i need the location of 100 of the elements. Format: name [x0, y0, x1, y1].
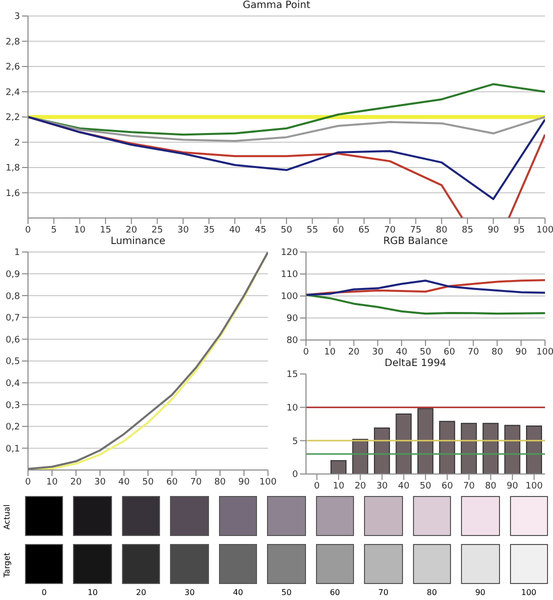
- y-tick-label: 0,7: [6, 314, 20, 324]
- y-tick-label: 120: [280, 248, 298, 258]
- y-tick-label: 3: [14, 12, 20, 22]
- bar: [330, 460, 346, 474]
- x-tick-label: 40: [232, 588, 244, 597]
- y-tick-label: 2,8: [6, 37, 20, 48]
- x-tick-label: 10: [332, 481, 345, 492]
- x-tick-label: 60: [328, 588, 342, 597]
- x-tick-label: 90: [515, 347, 528, 358]
- y-tick-label: Actual: [2, 504, 12, 530]
- x-tick-label: 80: [426, 588, 438, 597]
- x-tick-label: 40: [118, 477, 130, 488]
- x-tick-label: 20: [348, 347, 360, 358]
- chart-title: DeltaE 1994: [384, 358, 448, 370]
- x-tick-label: 20: [354, 481, 366, 492]
- bar: [352, 438, 368, 474]
- x-tick-label: 25: [152, 225, 163, 236]
- x-tick-label: 10: [46, 477, 58, 488]
- x-tick-label: 15: [100, 225, 112, 236]
- x-tick-label: 90: [238, 477, 250, 488]
- x-tick-label: 95: [513, 225, 525, 236]
- y-tick-label: 0,9: [6, 270, 20, 280]
- x-tick-label: 30: [376, 481, 388, 492]
- x-tick-label: 75: [410, 225, 422, 236]
- x-tick-label: 80: [214, 477, 226, 488]
- y-tick-label: 1: [14, 248, 20, 258]
- x-tick-label: 60: [444, 347, 456, 358]
- x-tick-label: 10: [324, 347, 336, 358]
- y-tick-label: 10: [286, 404, 298, 414]
- line-series: [28, 116, 545, 200]
- x-tick-label: 50: [142, 477, 154, 488]
- x-tick-label: 70: [468, 347, 480, 358]
- y-tick-label: 90: [286, 314, 298, 324]
- x-tick-label: 20: [126, 225, 138, 236]
- y-tick-label: 15: [286, 370, 298, 380]
- x-tick-label: 10: [86, 588, 99, 597]
- x-tick-label: 100: [526, 481, 543, 492]
- line-series: [28, 116, 545, 142]
- x-tick-label: 70: [384, 225, 396, 236]
- x-tick-label: 70: [190, 477, 202, 488]
- x-tick-label: 90: [488, 225, 500, 236]
- y-tick-label: 0,1: [6, 444, 20, 454]
- y-tick-label: 2,4: [6, 88, 20, 98]
- x-tick-label: 80: [436, 225, 448, 236]
- x-tick-label: 90: [474, 588, 486, 597]
- x-tick-label: 10: [74, 225, 86, 236]
- bar: [396, 414, 412, 474]
- x-tick-label: 0: [303, 347, 310, 358]
- x-tick-label: 30: [183, 588, 196, 597]
- x-tick-label: 35: [203, 225, 215, 236]
- y-tick-label: 80: [286, 336, 298, 346]
- x-tick-label: 60: [442, 481, 454, 492]
- x-tick-label: 5: [50, 225, 57, 236]
- y-tick-label: 0,2: [6, 422, 20, 433]
- y-tick-label: 100: [280, 292, 298, 302]
- y-tick-label: 0: [292, 470, 298, 480]
- line-series: [28, 83, 545, 136]
- y-tick-label: 2: [14, 138, 20, 148]
- chart-title: Luminance: [110, 236, 166, 248]
- x-tick-label: 55: [306, 225, 318, 236]
- x-tick-label: 50: [280, 225, 292, 236]
- y-tick-label: 1,8: [6, 164, 20, 174]
- x-tick-label: 100: [536, 225, 553, 236]
- y-tick-label: 1,6: [6, 188, 20, 199]
- x-tick-label: 65: [358, 225, 370, 236]
- x-tick-label: 0: [40, 588, 48, 597]
- x-tick-label: 80: [484, 481, 497, 492]
- x-tick-label: 0: [314, 481, 320, 492]
- x-tick-label: 90: [506, 481, 518, 492]
- y-tick-label: 5: [292, 436, 298, 447]
- y-tick-label: 0,6: [6, 335, 20, 346]
- x-tick-label: 70: [377, 588, 390, 597]
- y-tick-label: 2,6: [6, 62, 20, 73]
- x-tick-label: 30: [372, 347, 384, 358]
- x-tick-label: 50: [420, 347, 432, 358]
- x-tick-label: 50: [280, 588, 293, 597]
- bar: [417, 408, 434, 474]
- line-series: [306, 294, 545, 315]
- x-tick-label: 70: [463, 481, 475, 492]
- chart-title: RGB Balance: [382, 236, 449, 248]
- x-tick-label: 30: [177, 225, 190, 236]
- y-tick-label: 0,4: [6, 378, 20, 389]
- x-tick-label: 40: [398, 481, 410, 492]
- x-tick-label: 45: [254, 225, 266, 236]
- x-tick-label: 85: [462, 225, 474, 236]
- x-tick-label: 20: [135, 588, 148, 597]
- x-tick-label: 20: [70, 477, 82, 488]
- x-tick-label: 100: [259, 477, 277, 488]
- x-tick-label: 30: [94, 477, 106, 488]
- x-tick-label: 60: [332, 225, 344, 236]
- y-tick-label: 110: [280, 270, 298, 280]
- x-tick-label: 0: [25, 477, 32, 488]
- x-tick-label: 100: [520, 588, 538, 597]
- chart-title: Gamma Point: [242, 0, 312, 12]
- y-tick-label: 0,8: [6, 292, 20, 302]
- x-tick-label: 40: [396, 347, 408, 358]
- y-tick-label: 0,3: [6, 400, 20, 411]
- y-tick-label: 2,2: [6, 113, 20, 124]
- x-tick-label: 80: [491, 347, 504, 358]
- bar: [526, 426, 542, 474]
